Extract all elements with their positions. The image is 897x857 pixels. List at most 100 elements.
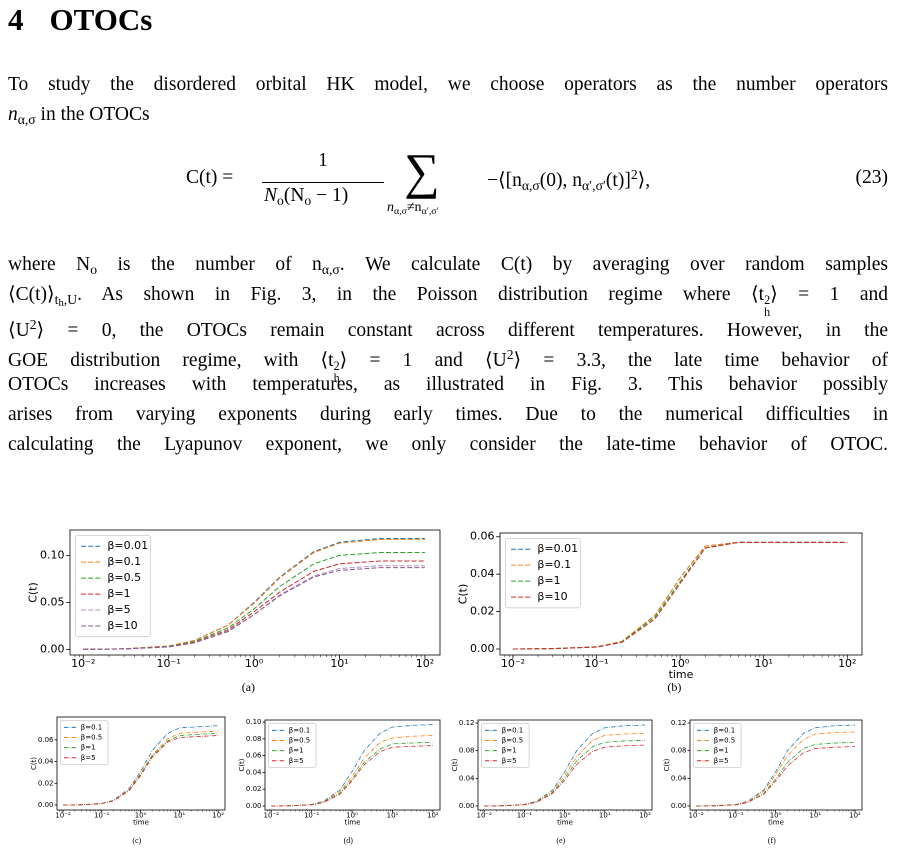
text: . As shown in Fig. 3, in the Poisson dis… [77,284,765,305]
y-tick-label: 0.08 [459,747,475,755]
y-tick-label: 0.10 [40,548,65,561]
math: 2 [29,317,37,332]
caption: (c) [132,836,141,845]
caption: (a) [242,680,255,694]
eq-number: (23) [855,167,889,188]
x-tick-label: 10² [212,812,224,820]
text: OTOCs increases with temperatures, as il… [8,374,888,395]
y-tick-label: 0.06 [246,752,262,760]
legend-label: β=0.01 [107,539,148,552]
chart: 0.00 0.04 0.08 0.12 10⁻² 10⁻¹ 10⁰ 10¹ 10² C(t) tim… [451,719,653,845]
x-tick-label: 10⁻¹ [584,657,608,670]
text: where N [8,254,91,275]
math: − 1) [311,185,349,206]
math: α,σ [521,177,540,193]
y-tick-label: 0.04 [671,774,687,782]
y-tick-label: 0.02 [246,785,262,793]
x-tick-label: 10⁰ [770,812,782,820]
legend-label: β=10 [537,590,567,603]
text: arises from varying exponents during ear… [8,404,888,425]
math: ⟩, [637,169,651,191]
math: ≠n [406,200,422,215]
x-tick-label: 10² [427,812,439,820]
series-line [484,744,645,807]
text-line: ⟨U2⟩ = 0, the OTOCs remain constant acro… [8,312,888,344]
section-heading: 4 OTOCs [8,2,152,38]
y-tick-label: 0.02 [38,779,54,787]
x-tick-label: 10¹ [387,812,399,820]
math: t [54,292,59,308]
legend-label: β=1 [714,747,729,755]
series-line [696,746,856,807]
legend-label: β=5 [107,603,130,616]
y-tick-label: 0.04 [459,774,475,782]
series-line [83,537,425,650]
x-tick-label: 10⁰ [346,812,358,820]
plot-frame [69,529,441,656]
eq-lhs: C(t) = [186,167,234,188]
math: (N [283,185,305,206]
x-tick-label: 10² [416,657,434,670]
y-tick-label: 0.08 [671,747,687,755]
x-tick-label: 10⁰ [671,657,690,670]
text: ⟨U [8,319,30,341]
text: ⟩ = 1 and ⟨U [339,349,507,371]
math: 2 [333,359,340,374]
x-tick-label: 10² [838,657,856,670]
series-line [83,567,425,650]
y-axis-label: C(t) [457,584,470,605]
eq-numerator: 1 [318,150,328,171]
math: N [264,185,278,206]
text-line: calculating the Lyapunov exponent, we on… [8,432,888,458]
math: −⟨[n [487,169,522,191]
y-tick-label: 0.08 [246,735,262,743]
math: o [277,193,284,209]
y-tick-label: 0.00 [671,802,687,810]
legend-label: β=1 [502,747,517,755]
section-title: OTOCs [49,2,153,37]
sum-index: nα,σ≠nα′,σ′ [387,200,439,217]
series-line [63,735,219,806]
y-axis-label: C(t) [451,758,459,771]
y-tick-label: 0.10 [246,718,262,726]
x-tick-label: 10⁰ [559,812,571,820]
x-tick-label: 10⁻² [264,812,280,820]
plot-frame [264,719,441,811]
series-line [83,560,425,650]
chart: 0.00 0.02 0.04 0.06 10⁻² 10⁻¹ 10⁰ 10¹ 10² C(t) tim… [30,716,226,845]
y-tick-label: 0.12 [671,719,687,727]
x-tick-label: 10⁻¹ [728,812,744,820]
y-axis-label: C(t) [663,758,671,771]
x-tick-label: 10¹ [809,812,821,820]
legend-label: β=0.1 [107,555,141,568]
math: h [333,370,340,385]
text-line: To study the disordered orbital HK model… [8,72,888,98]
text: GOE distribution regime, with ⟨t [8,349,334,371]
math: α,σ [17,112,36,128]
math: (t)] [605,169,631,191]
caption: (d) [344,836,354,845]
math: α,σ [321,262,340,278]
plot-frame [689,719,863,811]
text-line: ⟨C(t)⟩th,U. As shown in Fig. 3, in the P… [8,282,888,318]
text: calculating the Lyapunov exponent, we on… [8,434,888,455]
y-tick-label: 0.06 [38,736,54,744]
legend-label: β=1 [289,747,304,755]
x-tick-label: 10⁻¹ [304,812,320,820]
text-line: nα,σ in the OTOCs [8,102,888,133]
y-tick-label: 0.00 [459,802,475,810]
math: o [304,193,312,209]
y-axis-label: C(t) [238,758,246,771]
legend-label: β=0.1 [81,723,102,731]
x-tick-label: 10⁻² [501,657,525,670]
fraction-bar [262,182,384,183]
legend-label: β=5 [289,757,304,765]
x-tick-label: 10¹ [174,812,186,820]
legend-label: β=0.5 [107,571,141,584]
y-tick-label: 0.00 [246,802,262,810]
math: n [387,200,394,215]
legend-box [60,720,109,765]
y-tick-label: 0.04 [38,758,54,766]
